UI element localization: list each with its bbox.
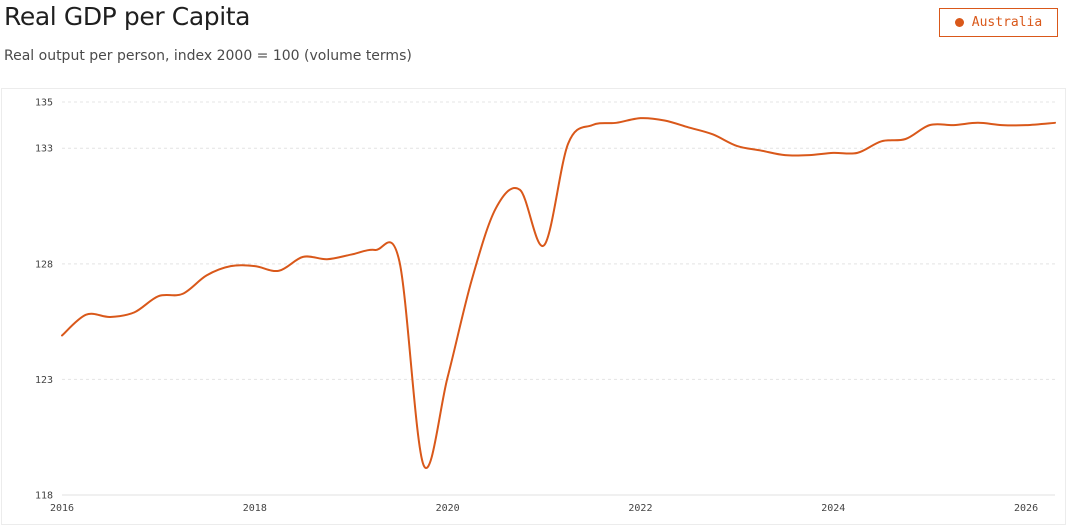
y-tick-label: 128	[35, 259, 53, 270]
data-point	[326, 258, 328, 260]
data-point	[254, 265, 256, 267]
page-title: Real GDP per Capita	[4, 2, 251, 31]
data-point	[1025, 124, 1027, 126]
x-tick-labels: 2016 2018 2020 2022 2024 2026	[50, 503, 1038, 514]
data-point	[205, 274, 207, 276]
legend-swatch-icon	[954, 18, 964, 27]
data-point	[1001, 124, 1003, 126]
data-point	[856, 152, 858, 154]
y-tick-label: 133	[35, 144, 53, 155]
data-point	[736, 145, 738, 147]
data-point	[687, 126, 689, 128]
data-point	[977, 122, 979, 124]
y-tick-label: 135	[35, 98, 53, 109]
y-tick-labels: 118 123 128 133 135	[35, 98, 53, 502]
data-point	[712, 133, 714, 135]
data-point	[350, 253, 352, 255]
data-point	[61, 334, 63, 336]
data-point	[446, 376, 448, 378]
page-subtitle: Real output per person, index 2000 = 100…	[4, 48, 412, 64]
y-gridlines	[62, 101, 1055, 496]
legend-label: Australia	[971, 15, 1043, 30]
legend-australia-toggle[interactable]: Australia	[939, 8, 1058, 37]
x-tick-label: 2016	[50, 503, 74, 514]
data-point	[85, 313, 87, 315]
x-tick-label: 2026	[1014, 503, 1038, 514]
data-point	[953, 124, 955, 126]
x-tick-label: 2022	[628, 503, 652, 514]
data-point	[374, 249, 376, 251]
data-point	[808, 154, 810, 156]
series-group	[61, 117, 1056, 469]
data-point	[639, 117, 641, 119]
x-tick-label: 2020	[436, 503, 460, 514]
data-point	[567, 142, 569, 144]
data-point	[398, 260, 400, 262]
data-point	[302, 256, 304, 258]
data-point	[109, 316, 111, 318]
data-point	[495, 207, 497, 209]
data-point	[133, 311, 135, 313]
data-point	[904, 138, 906, 140]
data-point	[880, 140, 882, 142]
data-point	[543, 244, 545, 246]
data-point	[278, 270, 280, 272]
data-point	[784, 154, 786, 156]
data-point	[663, 119, 665, 121]
data-point	[471, 279, 473, 281]
chart-frame	[1, 88, 1066, 525]
data-point	[928, 124, 930, 126]
data-point	[230, 265, 232, 267]
data-point	[591, 124, 593, 126]
data-point	[832, 152, 834, 154]
data-point	[760, 149, 762, 151]
series-line-australia	[61, 117, 1056, 469]
data-point	[422, 464, 424, 466]
data-point	[181, 293, 183, 295]
data-point	[1054, 122, 1056, 124]
data-point	[157, 295, 159, 297]
x-tick-label: 2018	[243, 503, 267, 514]
data-point	[615, 122, 617, 124]
y-tick-label: 123	[35, 375, 53, 386]
y-tick-label: 118	[35, 491, 53, 502]
x-tick-label: 2024	[821, 503, 845, 514]
data-point	[519, 189, 521, 191]
